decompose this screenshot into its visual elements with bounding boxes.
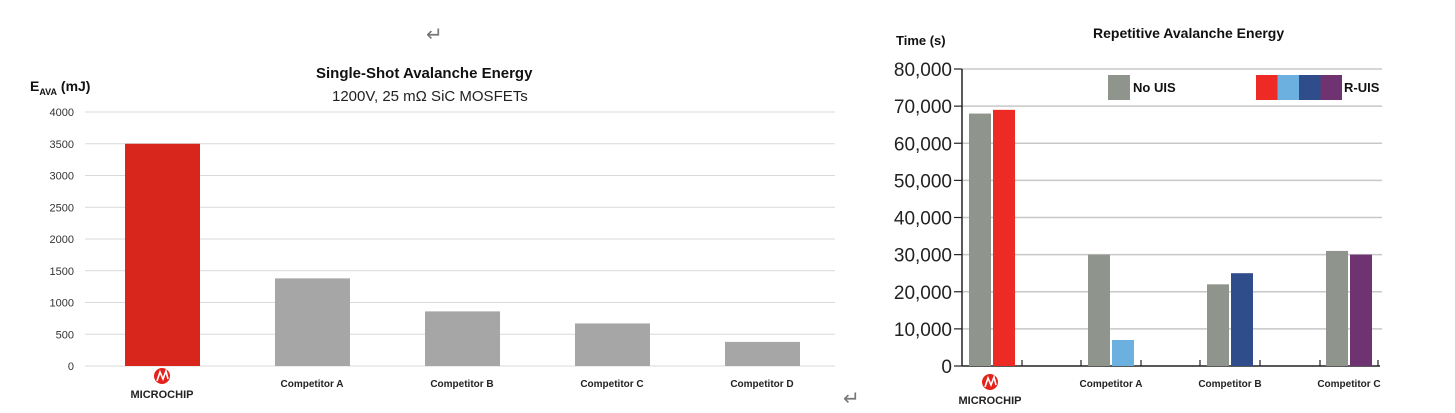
repetitive-chart: 0 10,000 20,000 30,000 40,000 50,000 60,000 70,…	[894, 60, 1382, 407]
bar-r-uis-competitor-b	[1231, 273, 1253, 366]
bar-r-uis-competitor-c	[1350, 254, 1372, 366]
microchip-logo-mark	[984, 374, 997, 388]
y-tick-label: 2500	[50, 202, 74, 214]
chart-subtitle: 1200V, 25 mΩ SiC MOSFETs	[332, 88, 528, 105]
y-tick-label: 50,000	[894, 171, 952, 192]
bar-r-uis-competitor-a	[1112, 340, 1134, 366]
legend-swatch-no-uis	[1108, 75, 1130, 100]
y-tick-label: 2000	[50, 234, 74, 246]
legend-swatch-r-uis	[1320, 75, 1342, 100]
bar-competitor-c	[575, 323, 650, 366]
y-tick-label: 3500	[50, 139, 74, 151]
legend-swatch-r-uis	[1299, 75, 1321, 100]
legend-swatch-r-uis	[1277, 75, 1299, 100]
y-tick-label: 30,000	[894, 246, 952, 267]
y-tick-label: 20,000	[894, 283, 952, 304]
bar-no-uis-microchip	[969, 113, 991, 366]
x-tick-label: Competitor C	[580, 379, 643, 390]
y-tick-label: 3000	[50, 171, 74, 183]
bar-no-uis-competitor-a	[1088, 254, 1110, 366]
y-tick-label: 80,000	[894, 60, 952, 81]
microchip-logo-mark	[156, 368, 169, 382]
y-tick-label: 4000	[50, 107, 74, 119]
microchip-logo-text: MICROCHIP	[959, 395, 1022, 407]
return-arrow-icon: ↵	[843, 388, 860, 410]
x-tick-label: Competitor A	[1080, 379, 1143, 390]
bar-r-uis-microchip	[993, 109, 1015, 367]
y-tick-label: 70,000	[894, 97, 952, 118]
y-axis-label: EAVA (mJ)	[30, 78, 91, 97]
x-tick-label: Competitor D	[730, 379, 793, 390]
microchip-logo-text: MICROCHIP	[131, 389, 194, 401]
x-tick-label: Competitor C	[1317, 379, 1380, 390]
legend-label-no-uis: No UIS	[1133, 80, 1176, 95]
bar-no-uis-competitor-c	[1326, 250, 1348, 366]
y-tick-label: 60,000	[894, 134, 952, 155]
y-tick-label: 0	[68, 361, 74, 373]
legend-label-r-uis: R-UIS	[1344, 80, 1380, 95]
bar-competitor-d	[725, 341, 800, 366]
x-tick-label: Competitor B	[430, 379, 493, 390]
legend-swatch-r-uis	[1256, 75, 1278, 100]
chart-title: Single-Shot Avalanche Energy	[316, 65, 533, 82]
y-tick-label: 10,000	[894, 320, 952, 341]
y-tick-label: 1500	[50, 266, 74, 278]
chart-title: Repetitive Avalanche Energy	[1093, 25, 1285, 41]
bar-competitor-b	[425, 311, 500, 366]
y-tick-label: 0	[941, 357, 952, 378]
x-tick-label: Competitor B	[1198, 379, 1261, 390]
bar-competitor-a	[275, 278, 350, 366]
y-tick-label: 40,000	[894, 209, 952, 230]
bar-microchip	[125, 143, 200, 366]
single-shot-chart: 0 500 1000 1500 2000 2500 3000 3500 4000 MICROCHI…	[50, 107, 835, 401]
return-arrow-icon: ↵	[426, 24, 443, 46]
y-axis-label: Time (s)	[896, 33, 946, 48]
x-tick-label: Competitor A	[281, 379, 344, 390]
bar-no-uis-competitor-b	[1207, 284, 1229, 366]
y-tick-label: 500	[56, 329, 74, 341]
y-tick-label: 1000	[50, 298, 74, 310]
